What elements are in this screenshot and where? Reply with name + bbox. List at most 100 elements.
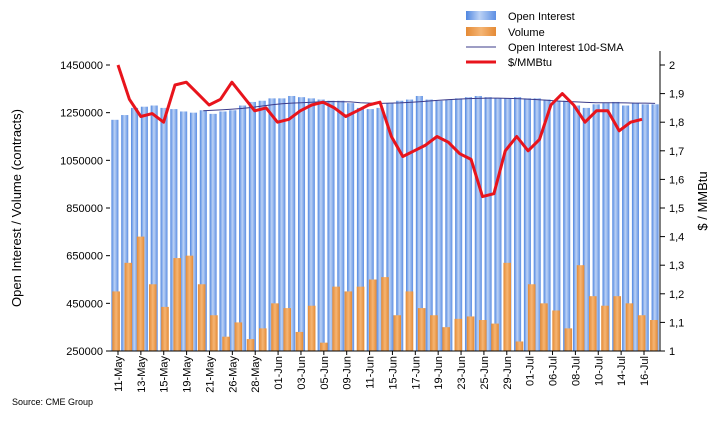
open-interest-bar: [494, 98, 502, 351]
open-interest-bar: [641, 104, 649, 351]
x-tick-label: 10-Jul: [593, 356, 605, 386]
x-tick-label: 19-Jun: [433, 356, 445, 390]
volume-bar: [344, 291, 353, 351]
open-interest-bar: [229, 110, 237, 352]
right-tick-label: 1,4: [669, 232, 684, 244]
volume-bar: [222, 336, 230, 351]
volume-bar: [356, 286, 365, 351]
right-tick-label: 1,5: [669, 203, 684, 215]
x-tick-label: 13-May: [136, 356, 148, 393]
volume-bar: [454, 318, 463, 351]
open-interest-bar: [543, 99, 551, 351]
left-tick-label: 1050000: [60, 155, 103, 167]
open-interest-bar: [297, 97, 306, 351]
left-tick-label: 450000: [66, 298, 103, 310]
open-interest-bar: [356, 107, 364, 352]
volume-bar: [564, 328, 573, 351]
right-tick-label: 1: [669, 346, 675, 358]
open-interest-bar: [386, 103, 394, 351]
volume-bar: [136, 236, 145, 351]
x-tick-label: 01-Jun: [273, 356, 285, 390]
price-line: [116, 64, 643, 199]
volume-bar: [197, 284, 206, 351]
sma-line: [203, 97, 656, 112]
volume-bar: [650, 320, 658, 351]
x-tick-label: 16-Jul: [639, 356, 651, 386]
volume-bar: [503, 262, 512, 351]
volume-bar: [332, 286, 340, 351]
open-interest-bar: [248, 101, 256, 351]
source-note: Source: CME Group: [12, 397, 93, 407]
volume-bar: [527, 284, 536, 351]
volume-bar: [210, 315, 218, 351]
volume-bar: [625, 303, 634, 351]
x-axis: 11-May 13-May 15-May 19-May 21-May 26-May 28-M…: [113, 351, 651, 393]
sma-series-line: [203, 97, 656, 112]
open-interest-bar: [180, 111, 188, 351]
open-interest-bar: [592, 104, 600, 351]
x-tick-label: 21-May: [205, 356, 217, 393]
open-interest-bar: [622, 105, 630, 352]
open-interest-bar: [347, 103, 355, 351]
left-tick-label: 1450000: [60, 60, 103, 72]
x-tick-label: 09-Jun: [342, 356, 354, 390]
legend-label: Open Interest: [508, 11, 575, 23]
left-tick-label: 850000: [66, 203, 103, 215]
open-interest-bar: [219, 111, 227, 351]
x-tick-label: 15-Jun: [387, 356, 399, 390]
volume-bar: [393, 315, 402, 351]
x-tick-label: 05-Jun: [319, 356, 331, 390]
x-tick-label: 11-May: [113, 356, 125, 392]
open-interest-bar: [435, 100, 443, 351]
open-interest-bars: [111, 95, 659, 352]
open-interest-bar: [258, 100, 266, 351]
open-interest-bar: [170, 109, 178, 351]
open-interest-bar: [455, 98, 463, 351]
x-tick-label: 11-Jun: [365, 356, 377, 389]
open-interest-bar: [307, 98, 315, 351]
legend: Open Interest Volume Open Interest 10d-SMA…: [466, 11, 624, 69]
volume-bars: [112, 236, 658, 351]
open-interest-bar: [406, 99, 414, 351]
open-interest-bar: [582, 107, 590, 352]
volume-bar: [601, 305, 609, 351]
open-interest-bar: [563, 100, 571, 351]
right-axis-title: $ / MMBtu: [695, 171, 710, 230]
left-tick-label: 250000: [66, 346, 103, 358]
volume-bar: [295, 331, 304, 351]
x-tick-label: 19-May: [182, 356, 194, 393]
right-tick-label: 1,8: [669, 117, 684, 129]
open-interest-bar: [268, 98, 276, 351]
open-interest-bar: [111, 119, 119, 351]
open-interest-bar: [140, 106, 148, 351]
volume-bar: [307, 305, 316, 351]
open-interest-bar: [484, 97, 492, 351]
volume-bar: [258, 328, 267, 351]
open-interest-bar: [209, 113, 217, 351]
volume-bar: [271, 303, 279, 351]
open-interest-bar: [278, 98, 286, 351]
volume-bar: [148, 284, 157, 351]
right-tick-label: 1,3: [669, 260, 684, 272]
x-tick-label: 28-May: [250, 356, 262, 393]
volume-bar: [381, 277, 389, 351]
volume-bar: [466, 316, 475, 351]
open-interest-bar: [504, 98, 512, 351]
volume-bar: [185, 255, 194, 351]
x-tick-label: 25-Jun: [479, 356, 491, 390]
open-interest-bar: [425, 99, 433, 351]
open-interest-bar: [572, 105, 581, 352]
volume-bar: [368, 279, 377, 351]
x-tick-label: 01-Jul: [525, 356, 537, 386]
x-tick-label: 06-Jul: [548, 356, 560, 386]
right-tick-label: 1,6: [669, 174, 684, 186]
x-tick-label: 03-Jun: [296, 356, 308, 390]
price-series-line: [116, 64, 643, 199]
open-interest-bar: [612, 101, 620, 351]
legend-swatch-open-interest: [466, 11, 496, 20]
volume-bar: [637, 315, 646, 351]
open-interest-bar: [131, 107, 139, 352]
legend-swatch-volume: [466, 27, 496, 36]
x-tick-label: 29-Jun: [502, 356, 514, 390]
